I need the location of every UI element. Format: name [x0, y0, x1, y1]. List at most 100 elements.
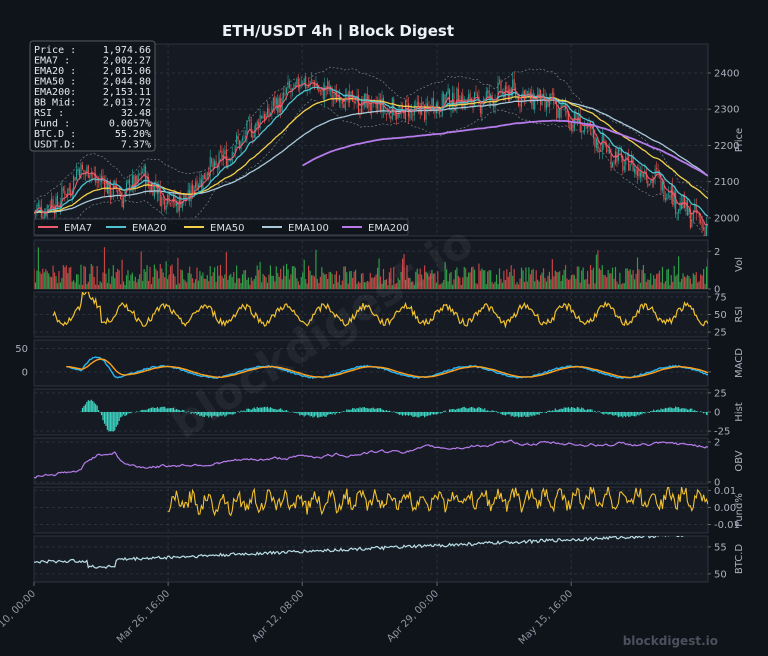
volume-bar: [237, 278, 239, 289]
hist-bar: [153, 407, 155, 412]
volume-bar: [155, 268, 157, 289]
candle-body: [243, 137, 245, 139]
hist-bar: [493, 410, 495, 412]
candle-body: [136, 175, 138, 183]
candle-body: [152, 185, 154, 196]
volume-bar: [466, 276, 468, 289]
hist-bar: [632, 412, 634, 416]
candle-body: [609, 149, 611, 154]
volume-bar: [147, 280, 150, 289]
volume-bar: [287, 269, 289, 289]
volume-bar: [379, 276, 382, 289]
volume-bar: [619, 272, 621, 289]
hist-bar: [404, 412, 407, 416]
volume-bar: [125, 275, 128, 289]
volume-bar: [280, 268, 282, 289]
candle-body: [432, 97, 434, 111]
volume-bar: [303, 259, 305, 289]
volume-bar: [517, 284, 520, 289]
candle-body: [255, 123, 257, 133]
candle-body: [447, 88, 449, 94]
hist-bar: [512, 412, 514, 416]
hist-bar: [678, 407, 680, 412]
volume-bar: [485, 284, 487, 289]
candle-body: [547, 101, 549, 107]
volume-panel: 0 2 Vol: [33, 239, 745, 296]
hist-bar: [603, 412, 605, 415]
hist-bar: [707, 412, 708, 416]
candle-body: [70, 190, 72, 196]
hist-bar: [96, 405, 98, 412]
hist-bar: [206, 412, 208, 416]
volume-bar: [283, 265, 285, 289]
volume-bar: [416, 268, 418, 289]
hist-bar: [532, 412, 534, 416]
candle-body: [96, 181, 98, 183]
hist-bar: [263, 406, 266, 412]
volume-bar: [658, 270, 661, 289]
hist-bar: [84, 404, 86, 412]
candle-body: [247, 118, 249, 120]
hist-bar: [531, 412, 533, 417]
hist-bar: [147, 408, 150, 412]
hist-bar: [258, 407, 260, 412]
hist-bar: [125, 412, 128, 416]
hist-bar: [357, 408, 360, 412]
candle-body: [534, 96, 536, 110]
hist-bar: [638, 412, 640, 416]
volume-bar: [150, 284, 153, 289]
info-box-frame: [29, 40, 156, 152]
hist-bar: [588, 409, 590, 412]
candle-body: [685, 200, 687, 210]
hist-bar: [312, 412, 314, 418]
volume-bar: [137, 279, 139, 289]
panel-frame: [33, 239, 709, 290]
candle-body: [663, 181, 665, 200]
candle-body: [170, 203, 172, 205]
volume-bar: [592, 267, 595, 289]
candle-body: [425, 103, 427, 120]
hist-bar: [368, 408, 370, 412]
hist-bar: [506, 412, 508, 415]
hist-bar: [214, 412, 216, 416]
volume-bar: [450, 271, 452, 289]
volume-bar: [554, 270, 556, 289]
candle-body: [456, 87, 458, 107]
volume-bar: [632, 269, 634, 289]
volume-bar: [335, 271, 338, 289]
volume-bar: [435, 282, 437, 289]
volume-bar: [478, 263, 480, 289]
hist-bar: [501, 412, 504, 415]
candle-body: [528, 91, 530, 93]
volume-bar: [512, 275, 514, 289]
hist-bar: [481, 408, 483, 412]
volume-bar: [440, 284, 442, 289]
volume-bar: [576, 266, 578, 289]
volume-bar: [396, 282, 398, 289]
volume-bar: [645, 281, 647, 289]
candle-body: [358, 95, 360, 114]
volume-bar: [426, 273, 429, 289]
candle-body: [369, 105, 371, 111]
candle-body: [199, 177, 201, 186]
hist-bar: [112, 412, 114, 432]
volume-bar: [636, 257, 639, 289]
volume-bar: [330, 271, 332, 289]
hist-bar: [428, 412, 430, 416]
hist-bar: [278, 408, 280, 412]
volume-bar: [701, 275, 703, 289]
ema200-line: [302, 119, 708, 177]
y-tick-label: 0.01: [714, 486, 736, 497]
hist-bar: [256, 406, 258, 412]
hist-bar: [587, 409, 589, 412]
candle-body: [581, 131, 583, 133]
hist-bar: [384, 410, 386, 412]
hist-bar: [259, 407, 261, 412]
volume-bar: [315, 249, 317, 289]
hist-bar: [406, 412, 408, 416]
candle-body: [286, 87, 288, 94]
volume-bar: [626, 268, 628, 289]
candle-body: [360, 98, 362, 115]
volume-bar: [246, 279, 248, 289]
volume-bar: [412, 281, 414, 289]
